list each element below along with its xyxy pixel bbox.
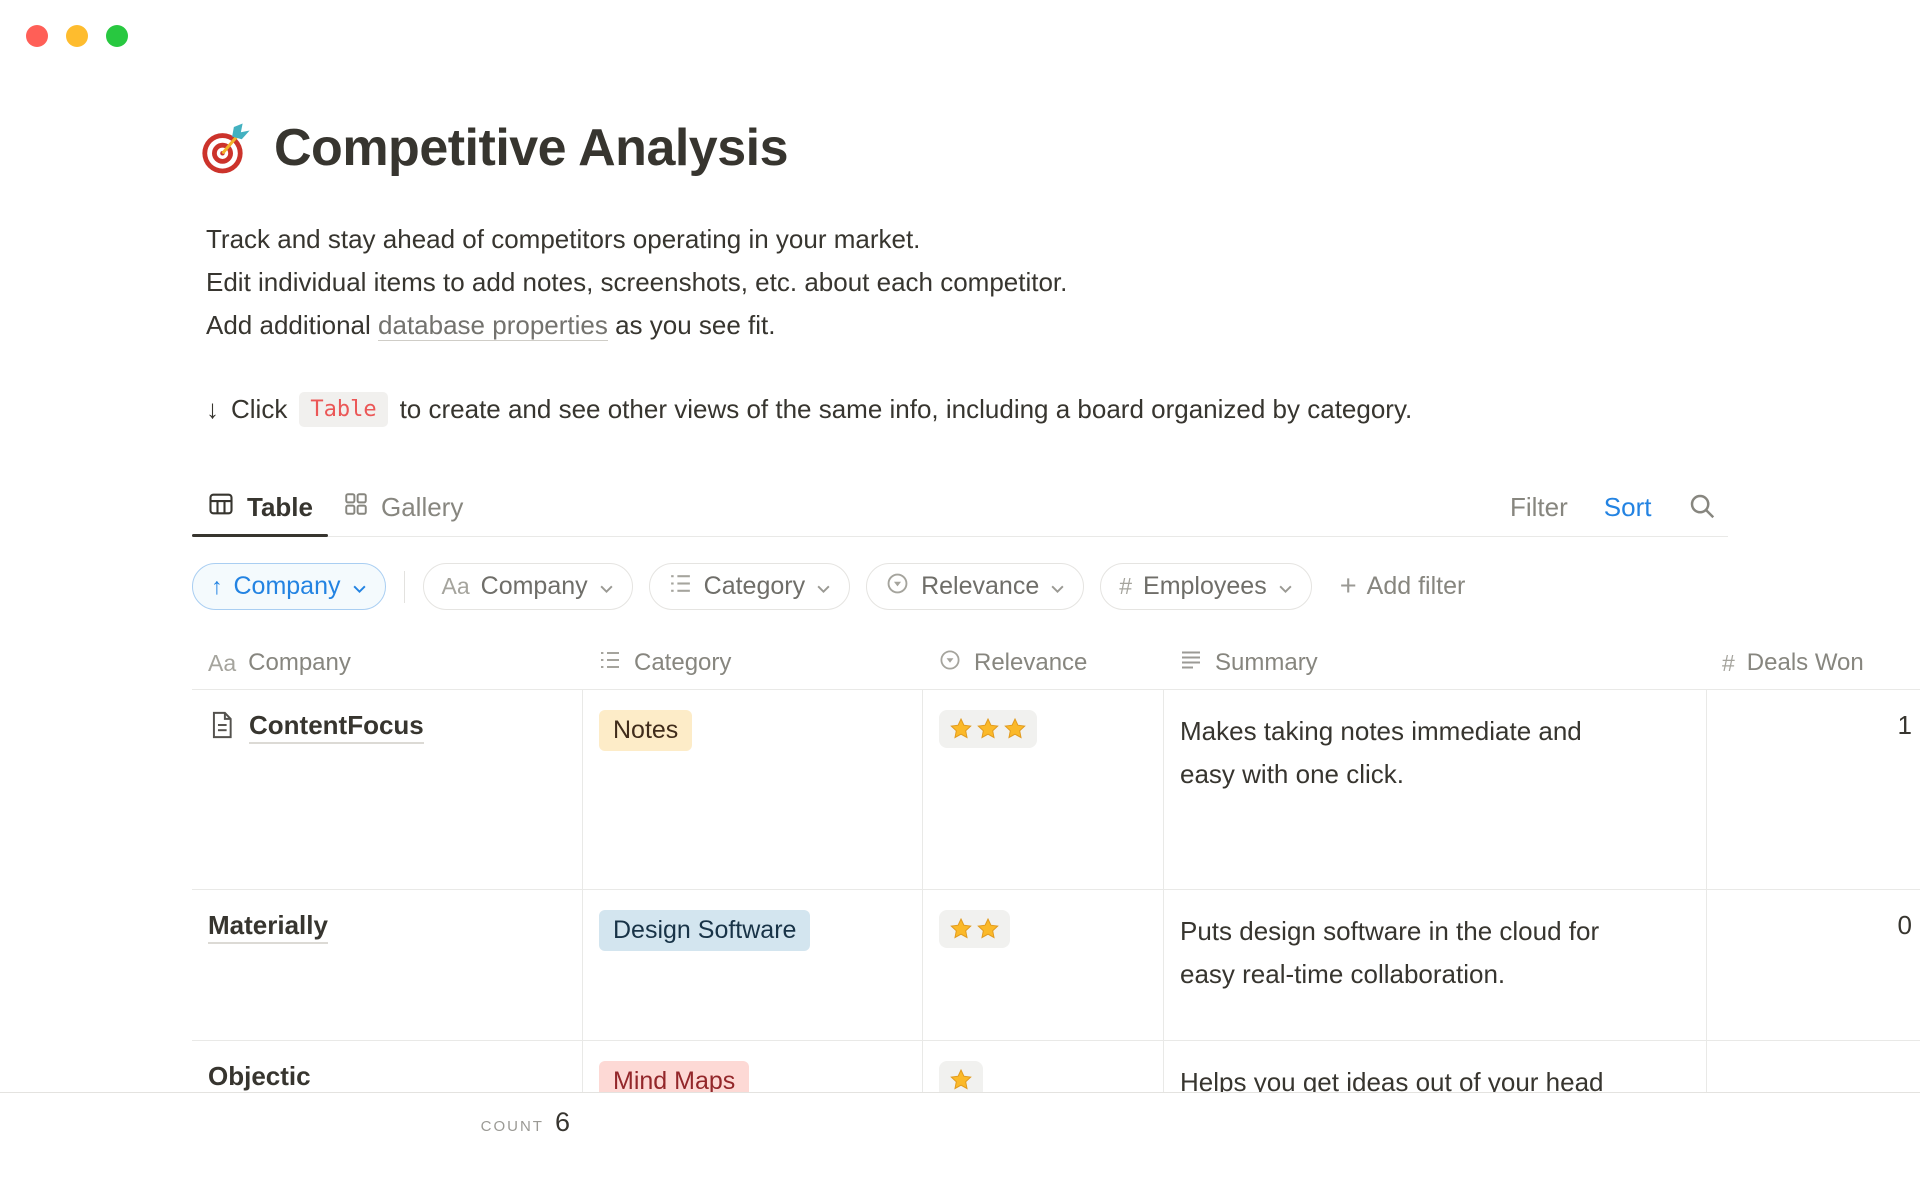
cell-deals-won[interactable]: 0 (1706, 890, 1920, 1040)
tab-table[interactable]: Table (192, 478, 328, 537)
cell-summary[interactable]: Makes taking notes immediate and easy wi… (1163, 690, 1706, 889)
star-icon (949, 917, 973, 941)
star-icon (976, 717, 1000, 741)
close-window-button[interactable] (26, 25, 48, 47)
callout-line: ↓ Click Table to create and see other vi… (206, 392, 1412, 427)
page-header: Competitive Analysis (198, 118, 789, 178)
tab-gallery[interactable]: Gallery (328, 478, 478, 536)
description-line: Add additional database properties as yo… (206, 310, 776, 341)
page-document-icon (208, 710, 236, 745)
cell-company[interactable]: ContentFocus (192, 690, 582, 889)
column-header-relevance[interactable]: Relevance (922, 637, 1163, 689)
database-properties-link[interactable]: database properties (378, 310, 608, 341)
category-tag[interactable]: Design Software (599, 910, 811, 951)
sort-button[interactable]: Sort (1603, 491, 1652, 522)
text-lines-icon (1179, 648, 1203, 679)
view-actions: Filter Sort (1510, 478, 1717, 536)
cell-category[interactable]: Notes (582, 690, 922, 889)
cell-category[interactable]: Design Software (582, 890, 922, 1040)
description-line: Edit individual items to add notes, scre… (206, 267, 1068, 297)
star-icon (976, 917, 1000, 941)
company-page-link[interactable]: Objectic (208, 1061, 311, 1095)
down-arrow-icon: ↓ (206, 394, 219, 424)
select-property-icon (885, 571, 910, 603)
cell-relevance[interactable] (922, 890, 1163, 1040)
search-button[interactable] (1687, 491, 1717, 524)
column-header-company[interactable]: Aa Company (208, 649, 351, 676)
description-line: Track and stay ahead of competitors oper… (206, 224, 921, 254)
count-value: 6 (554, 1107, 570, 1137)
plus-icon: + (1339, 570, 1357, 602)
page-title: Competitive Analysis (274, 119, 789, 177)
view-tabs: Table Gallery (192, 478, 1728, 537)
page-description: Track and stay ahead of competitors oper… (206, 218, 1067, 347)
star-icon (1003, 717, 1027, 741)
star-icon (949, 1068, 973, 1092)
view-toolbar: Table Gallery Filter Sort (192, 478, 1728, 537)
filter-button[interactable]: Filter (1510, 491, 1568, 522)
chevron-down-icon (816, 572, 831, 601)
property-chip-category[interactable]: Category (648, 563, 851, 610)
table-row: Materially Design Software Puts design s… (192, 890, 1920, 1041)
inline-code-table: Table (299, 392, 388, 427)
property-chip-employees[interactable]: # Employees (1100, 563, 1312, 610)
cell-relevance[interactable] (922, 690, 1163, 889)
property-chip-relevance[interactable]: Relevance (866, 563, 1085, 610)
column-header-category[interactable]: Category (582, 637, 922, 689)
zoom-window-button[interactable] (106, 25, 128, 47)
search-icon (1687, 491, 1717, 524)
chevron-down-icon (1278, 572, 1293, 601)
active-sort-chip-company[interactable]: ↑ Company (192, 563, 386, 610)
star-rating[interactable] (939, 910, 1010, 948)
star-rating[interactable] (939, 710, 1037, 748)
window-controls (26, 25, 128, 47)
category-tag[interactable]: Notes (599, 710, 693, 751)
company-page-link[interactable]: ContentFocus (249, 710, 424, 744)
chevron-down-icon (1050, 572, 1065, 601)
vertical-divider (403, 570, 405, 603)
cell-deals-won[interactable]: 1 (1706, 690, 1920, 889)
chevron-down-icon (352, 572, 367, 601)
text-property-icon: Aa (441, 573, 470, 599)
add-filter-button[interactable]: + Add filter (1334, 571, 1472, 602)
number-property-icon: # (1722, 649, 1735, 676)
table-view-icon (207, 490, 235, 525)
gallery-view-icon (343, 491, 369, 524)
table-header-row: Aa Company Category (192, 637, 1920, 690)
number-property-icon: # (1119, 573, 1133, 599)
bulleted-list-icon (668, 571, 693, 603)
dart-target-emoji-icon[interactable] (198, 120, 254, 176)
column-header-deals-won[interactable]: # Deals Won (1722, 649, 1864, 676)
select-property-icon (938, 648, 962, 679)
table-footer-bar: COUNT 6 (0, 1092, 1920, 1200)
column-header-summary[interactable]: Summary (1163, 637, 1706, 689)
count-aggregate[interactable]: COUNT 6 (192, 1107, 570, 1138)
count-label: COUNT (480, 1118, 544, 1135)
text-property-icon: Aa (208, 649, 237, 676)
minimize-window-button[interactable] (66, 25, 88, 47)
star-icon (949, 717, 973, 741)
cell-company[interactable]: Materially (192, 890, 582, 1040)
property-chip-company[interactable]: Aa Company (422, 563, 633, 610)
cell-summary[interactable]: Puts design software in the cloud for ea… (1163, 890, 1706, 1040)
chevron-down-icon (599, 572, 614, 601)
bulleted-list-icon (598, 648, 622, 679)
company-page-link[interactable]: Materially (208, 910, 328, 944)
table-row: ContentFocus Notes Makes taking notes im… (192, 690, 1920, 890)
sort-filter-bar: ↑ Company Aa Company Category (192, 563, 1471, 610)
sort-ascending-icon: ↑ (211, 573, 223, 599)
